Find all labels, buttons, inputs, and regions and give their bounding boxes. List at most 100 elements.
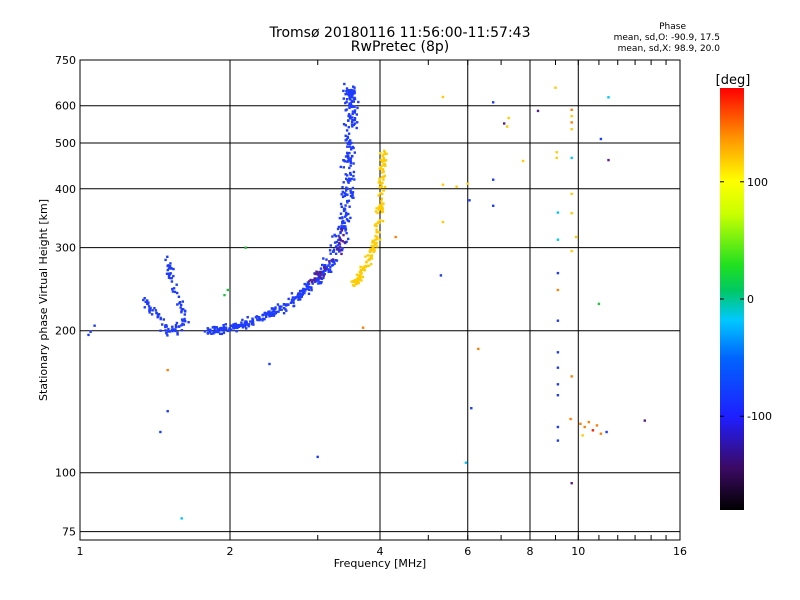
scatter-point xyxy=(555,151,558,154)
trace-point xyxy=(165,331,168,335)
trace-point xyxy=(183,309,187,312)
trace-point xyxy=(168,330,172,333)
trace-point xyxy=(348,115,351,118)
trace-point xyxy=(228,327,231,331)
trace-point xyxy=(361,268,364,271)
trace-point xyxy=(382,175,385,178)
x-tick-label: 1 xyxy=(77,545,84,558)
trace-point xyxy=(374,234,377,238)
trace-point xyxy=(170,267,173,270)
trace-point xyxy=(378,219,382,222)
trace-point xyxy=(339,239,343,242)
trace-point xyxy=(371,241,374,244)
trace-point xyxy=(180,329,184,332)
trace-point xyxy=(337,238,340,242)
scatter-point xyxy=(587,420,590,424)
data-points xyxy=(87,82,646,520)
trace-point xyxy=(329,265,332,268)
trace-point xyxy=(349,157,353,160)
trace-point xyxy=(345,240,348,243)
scatter-point xyxy=(536,109,540,113)
trace-point xyxy=(381,192,384,196)
scatter-point xyxy=(570,121,573,124)
trace-point xyxy=(351,112,354,116)
trace-point xyxy=(251,319,254,322)
trace-point xyxy=(374,223,378,226)
trace-point xyxy=(297,292,300,295)
scatter-point xyxy=(605,430,608,434)
scatter-point xyxy=(569,417,572,421)
trace-point xyxy=(180,309,183,312)
trace-point xyxy=(351,110,355,113)
trace-point xyxy=(219,332,222,335)
trace-point xyxy=(340,226,343,229)
trace-point xyxy=(273,309,276,312)
chart-subtitle: RwPretec (8p) xyxy=(350,39,450,55)
trace-point xyxy=(339,202,343,206)
trace-point xyxy=(369,248,372,252)
trace-point xyxy=(378,177,381,180)
trace-point xyxy=(306,285,309,289)
trace-point xyxy=(336,244,339,247)
trace-point xyxy=(322,272,325,275)
trace-point xyxy=(169,276,172,280)
y-tick-label: 500 xyxy=(55,137,76,150)
trace-point xyxy=(258,318,261,322)
scatter-point xyxy=(583,425,586,429)
trace-point xyxy=(313,277,316,280)
scatter-point xyxy=(556,319,560,322)
trace-point xyxy=(348,96,351,99)
trace-point xyxy=(282,303,286,306)
trace-point xyxy=(333,241,337,244)
trace-point xyxy=(342,97,345,100)
scatter-point xyxy=(361,326,365,329)
trace-point xyxy=(372,250,375,254)
trace-point xyxy=(300,295,303,298)
trace-point xyxy=(155,311,158,315)
trace-point xyxy=(322,274,325,277)
trace-point xyxy=(381,181,384,184)
trace-point xyxy=(170,328,174,331)
trace-point xyxy=(304,289,307,292)
trace-point xyxy=(348,93,351,96)
trace-point xyxy=(212,332,215,335)
trace-point xyxy=(187,321,190,324)
trace-point xyxy=(324,269,327,272)
trace-point xyxy=(353,91,356,94)
trace-point xyxy=(282,312,286,315)
trace-point xyxy=(353,281,356,284)
trace-point xyxy=(350,148,353,151)
colorbar-tick-label: 100 xyxy=(747,176,768,189)
x-axis-label: Frequency [MHz] xyxy=(334,557,426,570)
trace-point xyxy=(382,170,385,173)
trace-point xyxy=(379,158,383,162)
trace-point xyxy=(308,280,311,283)
trace-point xyxy=(245,320,248,324)
scatter-point xyxy=(570,192,573,196)
scatter-point xyxy=(468,199,471,202)
trace-point xyxy=(346,141,350,145)
trace-point xyxy=(378,238,382,241)
trace-point xyxy=(342,209,346,213)
trace-point xyxy=(209,329,212,332)
scatter-point xyxy=(555,156,558,160)
trace-point xyxy=(352,123,355,127)
trace-point xyxy=(277,310,280,313)
trace-point xyxy=(344,109,347,112)
trace-point xyxy=(378,167,381,170)
trace-point xyxy=(147,305,151,308)
trace-point xyxy=(344,227,348,231)
trace-point xyxy=(313,279,316,282)
y-tick-label: 200 xyxy=(55,325,76,338)
trace-point xyxy=(164,325,167,329)
trace-point xyxy=(310,288,313,292)
trace-point xyxy=(346,151,349,155)
trace-point xyxy=(164,258,167,262)
x-tick-label: 4 xyxy=(377,545,384,558)
trace-point xyxy=(351,279,355,283)
trace-point xyxy=(352,146,355,150)
trace-point xyxy=(261,319,264,322)
trace-point xyxy=(329,244,332,247)
trace-point xyxy=(345,87,349,90)
trace-point xyxy=(322,276,325,280)
